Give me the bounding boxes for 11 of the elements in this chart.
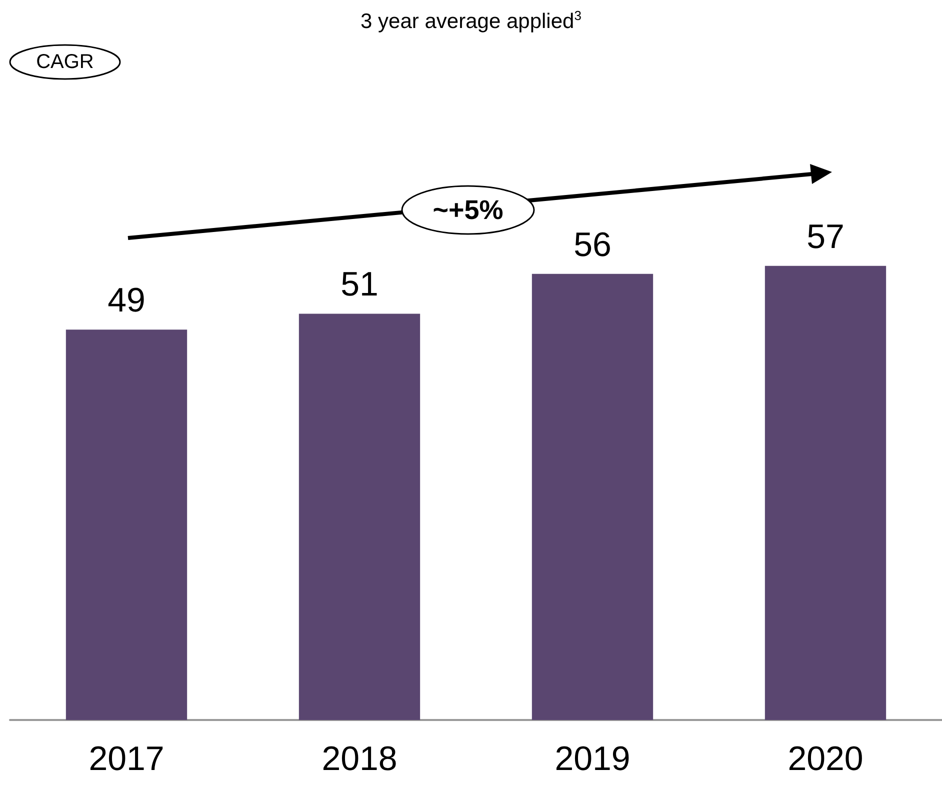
text: ~+5% [432, 194, 504, 226]
text: CAGR [35, 50, 95, 74]
chart-title: 3 year average applied$^{3}$ [360, 8, 582, 34]
data-label: 57 [806, 218, 844, 256]
data-label: 56 [574, 226, 612, 264]
data-label: 51 [340, 266, 378, 304]
x-tick-label: 2018 [322, 740, 398, 778]
x-tick-label: 2020 [788, 740, 864, 778]
x-tick-label: 2017 [88, 740, 164, 778]
x-tick-label: 2019 [554, 740, 630, 778]
data-label: 49 [108, 282, 146, 320]
